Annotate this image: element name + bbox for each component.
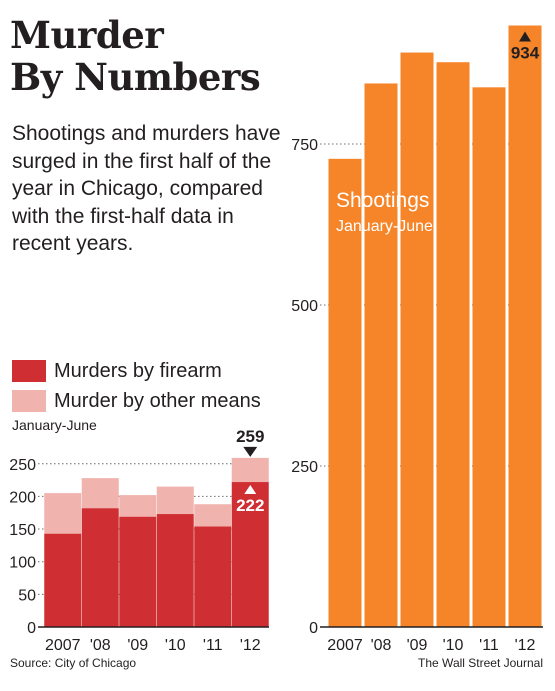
shootings-chart: 0 250 500 750 2007 '08 '09 '10 '11 '12 Shootings Ja… [291, 25, 543, 654]
legend-label-firearm: Murders by firearm [54, 359, 222, 382]
firearm-bar [156, 514, 194, 627]
murders-x-tick-label: 2007 [45, 637, 81, 654]
murders-x-tick-label: '11 [203, 637, 223, 654]
shootings-bar [364, 83, 398, 628]
shootings-x-tick-label: 2007 [327, 637, 363, 654]
down-arrow-icon [243, 446, 258, 457]
shootings-y-tick-label: 500 [291, 298, 318, 315]
legend-label-other: Murder by other means [54, 389, 261, 412]
murders-legend: Murders by firearm Murder by other means [12, 356, 261, 416]
murders-x-tick-label: '10 [165, 637, 186, 654]
murders-x-tick-label: '09 [127, 637, 148, 654]
other-means-bar [81, 478, 119, 509]
headline-line-1: Murder [10, 13, 164, 57]
murders-y-tick-label: 150 [9, 522, 36, 539]
legend-swatch-firearm [12, 360, 46, 382]
up-arrow-icon [244, 485, 257, 495]
shootings-x-tick-label: '08 [371, 637, 392, 654]
murders-total-label: 259 [236, 427, 264, 446]
shootings-bar [328, 158, 362, 627]
murders-x-tick-label: '08 [90, 637, 111, 654]
murders-y-tick-label: 0 [27, 620, 36, 637]
legend-swatch-other [12, 390, 46, 412]
shootings-subtitle: January-June [336, 218, 433, 235]
shootings-y-tick-label: 250 [291, 459, 318, 476]
shootings-y-tick-label: 0 [309, 620, 318, 637]
shootings-total-label: 934 [511, 44, 540, 63]
other-means-bar [156, 486, 194, 515]
shootings-x-tick-label: '11 [479, 637, 499, 654]
dek: Shootings and murders have surged in the… [12, 122, 281, 255]
murders-firearm-label: 222 [236, 496, 264, 515]
shootings-y-tick-label: 750 [291, 137, 318, 154]
shootings-bar [436, 62, 470, 628]
shootings-title: Shootings [336, 189, 429, 212]
other-means-bar [119, 495, 157, 517]
firearm-bar [231, 482, 269, 627]
firearm-bar [44, 533, 82, 627]
other-means-bar [194, 504, 232, 527]
murders-y-tick-label: 200 [9, 489, 36, 506]
shootings-x-tick-label: '12 [515, 637, 536, 654]
shootings-bar [472, 87, 506, 627]
headline: Murder By Numbers [10, 13, 261, 99]
source-note: Source: City of Chicago [10, 656, 137, 670]
legend-item-firearm: Murders by firearm [12, 356, 261, 386]
shootings-bar [508, 25, 542, 627]
murders-x-tick-label: '12 [240, 637, 261, 654]
other-means-bar [44, 493, 82, 534]
firearm-bar [194, 526, 232, 627]
murders-y-tick-label: 50 [18, 587, 36, 604]
other-means-bar [231, 457, 269, 483]
murders-y-tick-label: 100 [9, 555, 36, 572]
murders-y-tick-label: 250 [9, 457, 36, 474]
shootings-x-tick-label: '09 [407, 637, 428, 654]
credit-note: The Wall Street Journal [418, 656, 543, 670]
shootings-bar [400, 52, 434, 627]
shootings-x-tick-label: '10 [443, 637, 464, 654]
headline-line-2: By Numbers [10, 55, 261, 99]
up-arrow-icon [519, 31, 531, 42]
firearm-bar [119, 516, 157, 627]
legend-item-other: Murder by other means [12, 386, 261, 416]
murders-chart: 0 50 100 150 200 250 2007 '08 '09 '10 '11 '12 259 222 [9, 427, 269, 654]
legend-subtitle: January-June [12, 417, 97, 433]
firearm-bar [81, 508, 119, 627]
